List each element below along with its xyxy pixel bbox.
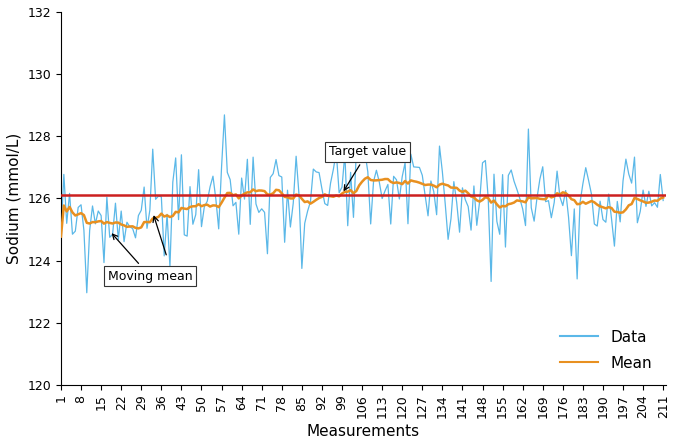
Text: Target value: Target value bbox=[329, 145, 406, 190]
Legend: Data, Mean: Data, Mean bbox=[554, 324, 659, 377]
X-axis label: Measurements: Measurements bbox=[307, 424, 420, 439]
Y-axis label: Sodium (mmol/L): Sodium (mmol/L) bbox=[7, 133, 22, 264]
Text: Moving mean: Moving mean bbox=[108, 234, 192, 283]
